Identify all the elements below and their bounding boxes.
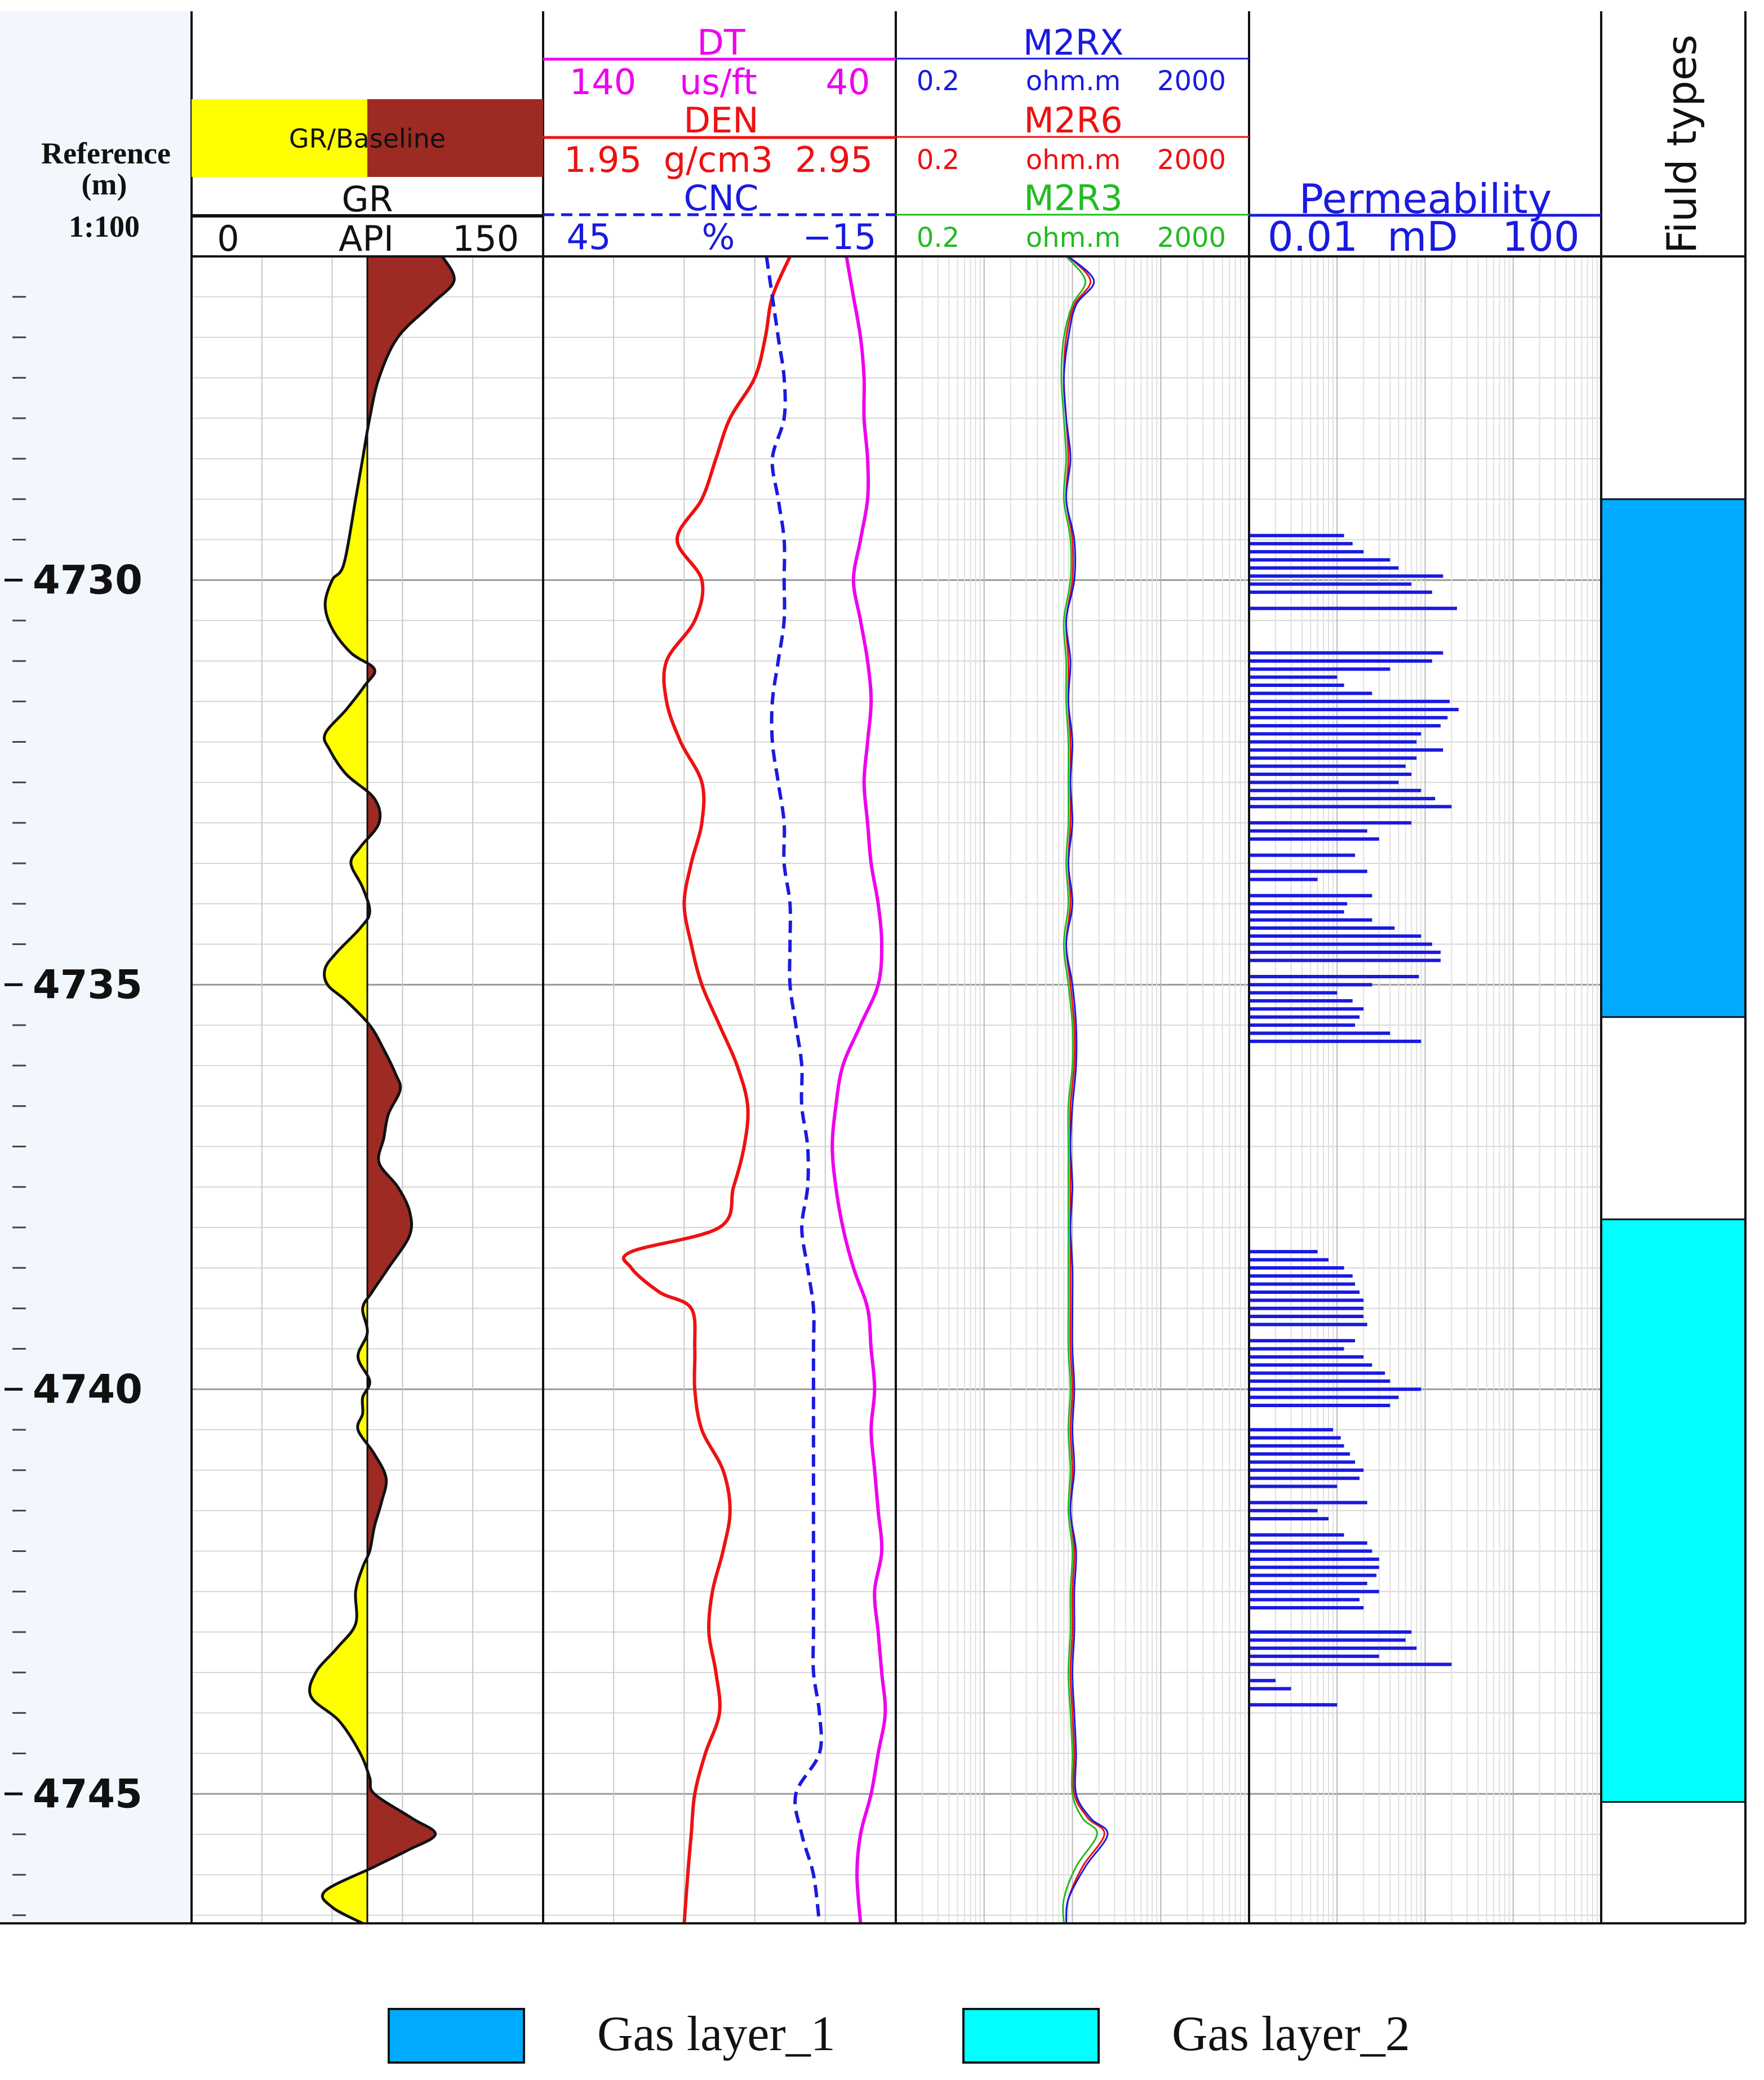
cnc-scale-min: 45	[567, 216, 611, 258]
legend-label-gas-layer-2: Gas layer_2	[1172, 2007, 1410, 2061]
reference-unit: (m)	[82, 167, 127, 201]
m2r3-curve	[1060, 256, 1098, 1924]
m2rx-name: M2RX	[1023, 22, 1124, 63]
m2r3-scale-unit: ohm.m	[1026, 222, 1121, 254]
porosity-track	[621, 255, 887, 1924]
dt-scale-max: 40	[826, 61, 870, 103]
gr-fill-legend-brown	[367, 99, 543, 177]
gr-scale-max: 150	[452, 218, 519, 259]
track-frames	[0, 11, 1747, 1924]
den-name: DEN	[683, 100, 758, 141]
m2r3-scale-min: 0.2	[917, 222, 959, 254]
den-scale-max: 2.95	[795, 139, 873, 180]
dt-curve	[830, 256, 887, 1924]
gr-fill-legend-label: GR/Baseline	[289, 123, 446, 154]
m2r6-scale-max: 2000	[1157, 144, 1226, 176]
depth-axis: 4730 4735 4740 4745	[5, 296, 143, 1917]
resistivity-track	[1060, 255, 1109, 1924]
gr-curve	[308, 255, 456, 1925]
den-curve	[621, 255, 792, 1924]
gr-fill-high	[367, 256, 455, 1923]
depth-tick-label: 4740	[33, 1366, 143, 1412]
dt-scale-min: 140	[570, 61, 636, 103]
reference-label: Reference	[41, 136, 171, 170]
permeability-track	[1249, 534, 1459, 1707]
cnc-scale-unit: %	[702, 216, 735, 258]
m2rx-scale-min: 0.2	[917, 65, 959, 97]
dt-scale-unit: us/ft	[679, 61, 757, 103]
reference-scale: 1:100	[69, 210, 140, 243]
fluid-interval-1	[1600, 498, 1747, 1018]
depth-tick-label: 4735	[33, 961, 143, 1008]
permeability-scale-min: 0.01	[1268, 213, 1358, 260]
porosity-header: DT 140 us/ft 40 DEN 1.95 g/cm3 2.95 CNC …	[543, 22, 896, 258]
gr-scale-min: 0	[217, 218, 239, 259]
permeability-scale-unit: mD	[1387, 213, 1458, 260]
m2r3-name: M2R3	[1024, 178, 1122, 219]
gr-scale-unit: API	[339, 218, 394, 259]
fluid-interval-2	[1600, 1218, 1747, 1803]
m2rx-curve	[1063, 255, 1109, 1924]
gr-track	[308, 255, 456, 1925]
resistivity-header: M2RX 0.2 ohm.m 2000 M2R6 0.2 ohm.m 2000 …	[896, 22, 1249, 254]
cnc-scale-max: −15	[803, 216, 877, 258]
legend-item-gas-layer-1: Gas layer_1	[388, 2007, 836, 2064]
fluid-types-header: Fiuld types	[1658, 34, 1705, 254]
dt-name: DT	[697, 22, 746, 63]
m2r6-scale-unit: ohm.m	[1026, 144, 1121, 176]
legend-swatch-gas-layer-2	[962, 2008, 1100, 2064]
den-scale-unit: g/cm3	[664, 139, 773, 180]
m2r6-scale-min: 0.2	[917, 144, 959, 176]
cnc-name: CNC	[684, 178, 759, 219]
gr-curve-name: GR	[341, 179, 393, 220]
m2r6-name: M2R6	[1024, 100, 1122, 141]
legend-swatch-gas-layer-1	[388, 2008, 525, 2064]
legend-item-gas-layer-2: Gas layer_2	[962, 2007, 1410, 2064]
m2rx-scale-unit: ohm.m	[1026, 65, 1121, 97]
depth-tick-label: 4745	[33, 1771, 143, 1817]
fluid-track	[1600, 498, 1747, 1803]
gr-fill-legend-yellow	[192, 99, 367, 177]
permeability-header: Permeability 0.01 mD 100	[1249, 175, 1601, 260]
m2r3-scale-max: 2000	[1157, 222, 1226, 254]
legend: Gas layer_1 Gas layer_2	[388, 2007, 1410, 2064]
reference-column-bg	[0, 11, 192, 1923]
den-scale-min: 1.95	[564, 139, 642, 180]
m2rx-scale-max: 2000	[1157, 65, 1226, 97]
gr-fill-low	[309, 256, 367, 1923]
reference-header: Reference (m) 1:100	[41, 136, 171, 243]
gr-header: GR/Baseline GR 0 API 150	[192, 99, 543, 259]
legend-label-gas-layer-1: Gas layer_1	[597, 2007, 836, 2061]
depth-tick-label: 4730	[33, 557, 143, 603]
cnc-curve	[765, 256, 823, 1924]
permeability-scale-max: 100	[1502, 213, 1579, 260]
